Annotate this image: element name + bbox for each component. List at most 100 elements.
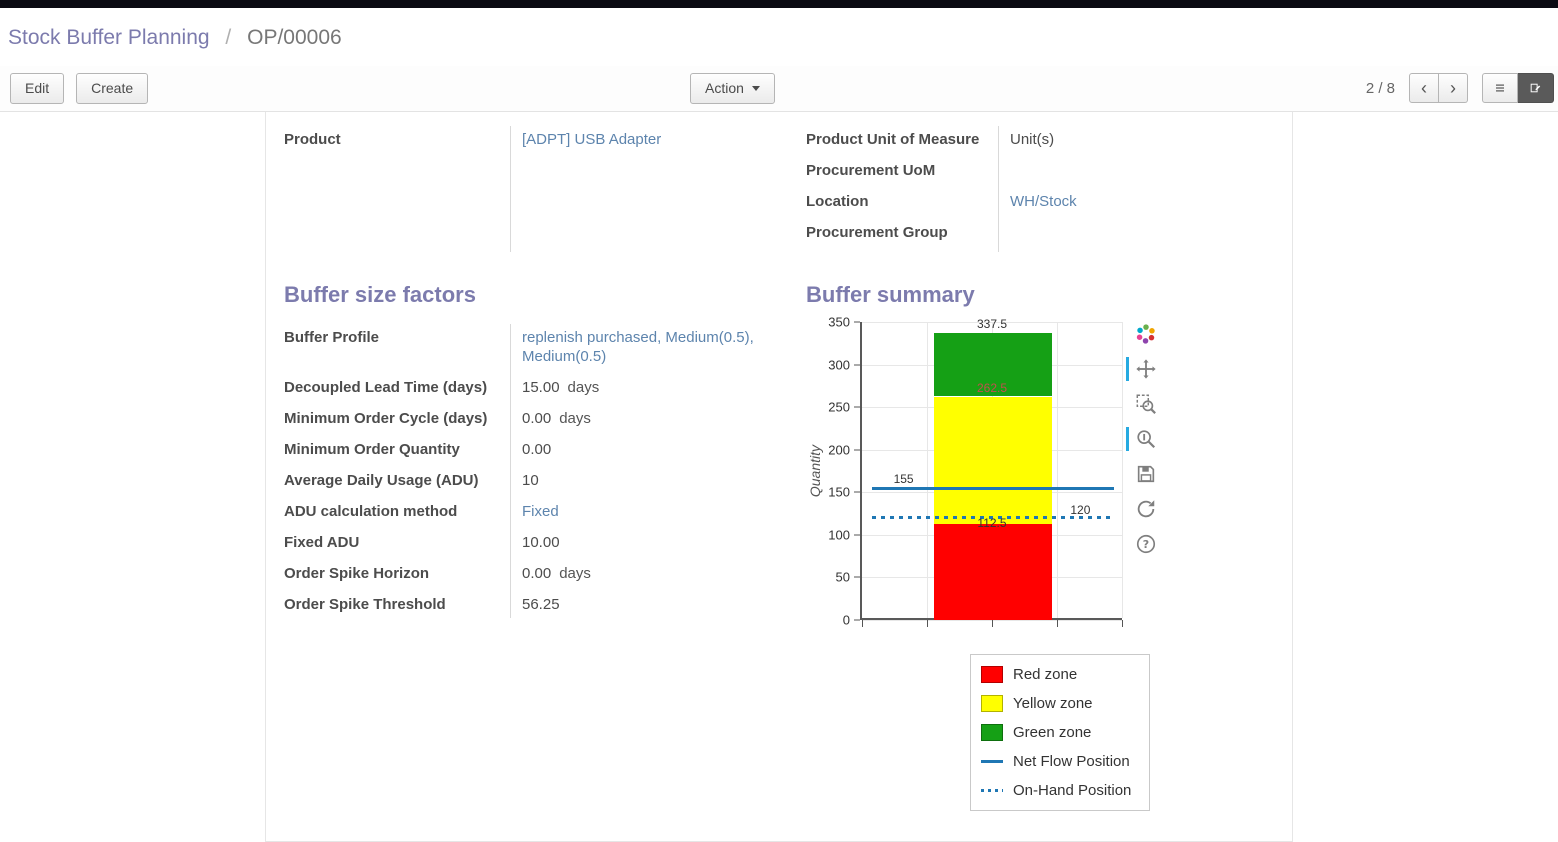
- field-group-left: Product [ADPT] USB Adapter: [284, 124, 794, 254]
- x-tick-mark: [862, 620, 863, 627]
- yellow-zone-bar: [933, 396, 1052, 525]
- field-label-product-unit-of-measure: Product Unit of Measure: [806, 131, 980, 148]
- chevron-right-icon: ›: [1450, 78, 1456, 98]
- chart-annotation-112-5: 112.5: [977, 516, 1007, 531]
- y-tick-label-50: 50: [835, 569, 850, 585]
- field-value-cell-procurement-uom: [998, 155, 1274, 186]
- chart-annotation-155: 155: [893, 472, 914, 487]
- pager-value[interactable]: 2 / 8: [1365, 79, 1395, 97]
- buffer-factors-title: Buffer size factors: [284, 282, 476, 307]
- form-sheet: Product [ADPT] USB Adapter Product Unit o…: [265, 112, 1293, 842]
- field-value-adu-calculation-method-link[interactable]: Fixed: [522, 503, 559, 520]
- net-flow-position-line: [872, 486, 1115, 490]
- pager-previous-button[interactable]: ‹: [1409, 73, 1439, 103]
- field-value-order-spike-horizon: 0.00: [522, 565, 552, 582]
- chart-annotation-337-5: 337.5: [976, 316, 1008, 331]
- field-label-procurement-group: Procurement Group: [806, 224, 948, 241]
- y-tick-mark: [854, 449, 860, 451]
- field-value-decoupled-lead-time-days: 15.00: [522, 379, 560, 396]
- y-tick-label-100: 100: [828, 527, 850, 543]
- top-nav-bar: [0, 0, 1558, 8]
- field-group-right: Product Unit of Measure Unit(s) Procuremen…: [806, 124, 1274, 254]
- breadcrumb: Stock Buffer Planning / OP/00006: [0, 8, 1558, 66]
- chart-legend: Red zone Yellow zone Green zone Net Flow Po…: [970, 654, 1150, 811]
- y-tick-label-150: 150: [828, 484, 850, 500]
- field-value-fixed-adu: 10.00: [522, 534, 560, 551]
- pager-buttons: ‹ ›: [1409, 73, 1468, 103]
- breadcrumb-separator: /: [225, 26, 232, 49]
- legend-item-yellow-zone: Yellow zone: [981, 693, 1139, 714]
- field-value-cell-buffer-profile: replenish purchased, Medium(0.5), Medium…: [510, 322, 794, 372]
- buffer-summary-chart: Quantity 0 50 100 150 200 250 300 350 337.5 262.…: [806, 315, 1274, 642]
- field-label-average-daily-usage-adu: Average Daily Usage (ADU): [284, 472, 479, 489]
- field-label-buffer-profile: Buffer Profile: [284, 329, 380, 346]
- create-button[interactable]: Create: [76, 73, 149, 104]
- field-value-location-link[interactable]: WH/Stock: [1010, 193, 1077, 210]
- red-zone-bar: [933, 524, 1052, 620]
- chevron-down-icon: [751, 86, 760, 91]
- form-view-button[interactable]: [1518, 73, 1554, 103]
- edit-button[interactable]: Edit: [10, 73, 65, 104]
- bokeh-logo-icon[interactable]: [1134, 322, 1158, 346]
- top-field-groups: Product [ADPT] USB Adapter Product Unit o…: [284, 124, 1274, 254]
- legend-label: Green zone: [1013, 724, 1092, 741]
- field-label-order-spike-threshold: Order Spike Threshold: [284, 596, 446, 613]
- help-icon[interactable]: ?: [1134, 532, 1158, 556]
- field-label-order-spike-horizon: Order Spike Horizon: [284, 565, 430, 582]
- list-view-button[interactable]: [1482, 73, 1518, 103]
- field-value-cell-order-spike-threshold: 56.25: [510, 589, 794, 620]
- y-axis-label: Quantity: [807, 444, 823, 498]
- pan-icon[interactable]: [1126, 357, 1158, 381]
- list-icon: [1496, 84, 1504, 92]
- chart-annotation-262-5: 262.5: [976, 380, 1008, 395]
- reset-icon[interactable]: [1134, 497, 1158, 521]
- v-gridline: [1057, 322, 1058, 618]
- field-label-procurement-uom: Procurement UoM: [806, 162, 936, 179]
- buffer-summary-title: Buffer summary: [806, 282, 975, 307]
- legend-item-red-zone: Red zone: [981, 664, 1139, 685]
- field-value-cell-product: [ADPT] USB Adapter: [510, 124, 794, 155]
- control-bar: Edit Create Action 2 / 8 ‹ ›: [0, 66, 1558, 112]
- pager-next-button[interactable]: ›: [1439, 73, 1468, 103]
- save-icon[interactable]: [1134, 462, 1158, 486]
- y-tick-label-300: 300: [828, 357, 850, 373]
- x-tick-mark: [1122, 620, 1123, 627]
- field-value-cell-product-unit-of-measure: Unit(s): [998, 124, 1274, 155]
- field-value-cell-fixed-adu: 10.00: [510, 527, 794, 558]
- breadcrumb-parent-link[interactable]: Stock Buffer Planning: [8, 26, 210, 49]
- field-suffix-minimum-order-cycle-days: days: [559, 410, 591, 427]
- buffer-size-factors-section: Buffer size factors Buffer Profile replen…: [284, 282, 794, 811]
- field-label-product: Product: [284, 131, 341, 148]
- legend-item-on-hand-position: On-Hand Position: [981, 780, 1139, 801]
- box-zoom-icon[interactable]: [1134, 392, 1158, 416]
- legend-label: On-Hand Position: [1013, 782, 1132, 799]
- y-tick-label-350: 350: [828, 314, 850, 330]
- y-tick-mark: [854, 321, 860, 323]
- y-tick-label-200: 200: [828, 442, 850, 458]
- wheel-zoom-icon[interactable]: [1126, 427, 1158, 451]
- y-tick-mark: [854, 534, 860, 536]
- on-hand-position-swatch: [981, 789, 1003, 792]
- chart-toolbar: ?: [1126, 322, 1158, 642]
- field-value-average-daily-usage-adu: 10: [522, 472, 539, 489]
- y-tick-mark: [854, 576, 860, 578]
- action-dropdown-button[interactable]: Action: [690, 73, 775, 104]
- field-value-cell-order-spike-horizon: 0.00 days: [510, 558, 794, 589]
- field-value-buffer-profile-link[interactable]: replenish purchased, Medium(0.5), Medium…: [522, 329, 754, 365]
- field-value-cell-location: WH/Stock: [998, 186, 1274, 217]
- chevron-left-icon: ‹: [1421, 78, 1427, 98]
- field-value-product-link[interactable]: [ADPT] USB Adapter: [522, 131, 662, 148]
- x-tick-mark: [992, 620, 993, 627]
- field-label-minimum-order-quantity: Minimum Order Quantity: [284, 441, 460, 458]
- y-tick-mark: [854, 491, 860, 493]
- field-label-decoupled-lead-time-days: Decoupled Lead Time (days): [284, 379, 488, 396]
- y-tick-mark: [854, 364, 860, 366]
- field-value-cell-average-daily-usage-adu: 10: [510, 465, 794, 496]
- y-tick-mark: [854, 619, 860, 621]
- field-value-minimum-order-quantity: 0.00: [522, 441, 552, 458]
- x-tick-mark: [1057, 620, 1058, 627]
- field-value-minimum-order-cycle-days: 0.00: [522, 410, 552, 427]
- field-value-cell-procurement-group: [998, 217, 1274, 248]
- legend-item-net-flow-position: Net Flow Position: [981, 751, 1139, 772]
- action-label: Action: [705, 80, 744, 96]
